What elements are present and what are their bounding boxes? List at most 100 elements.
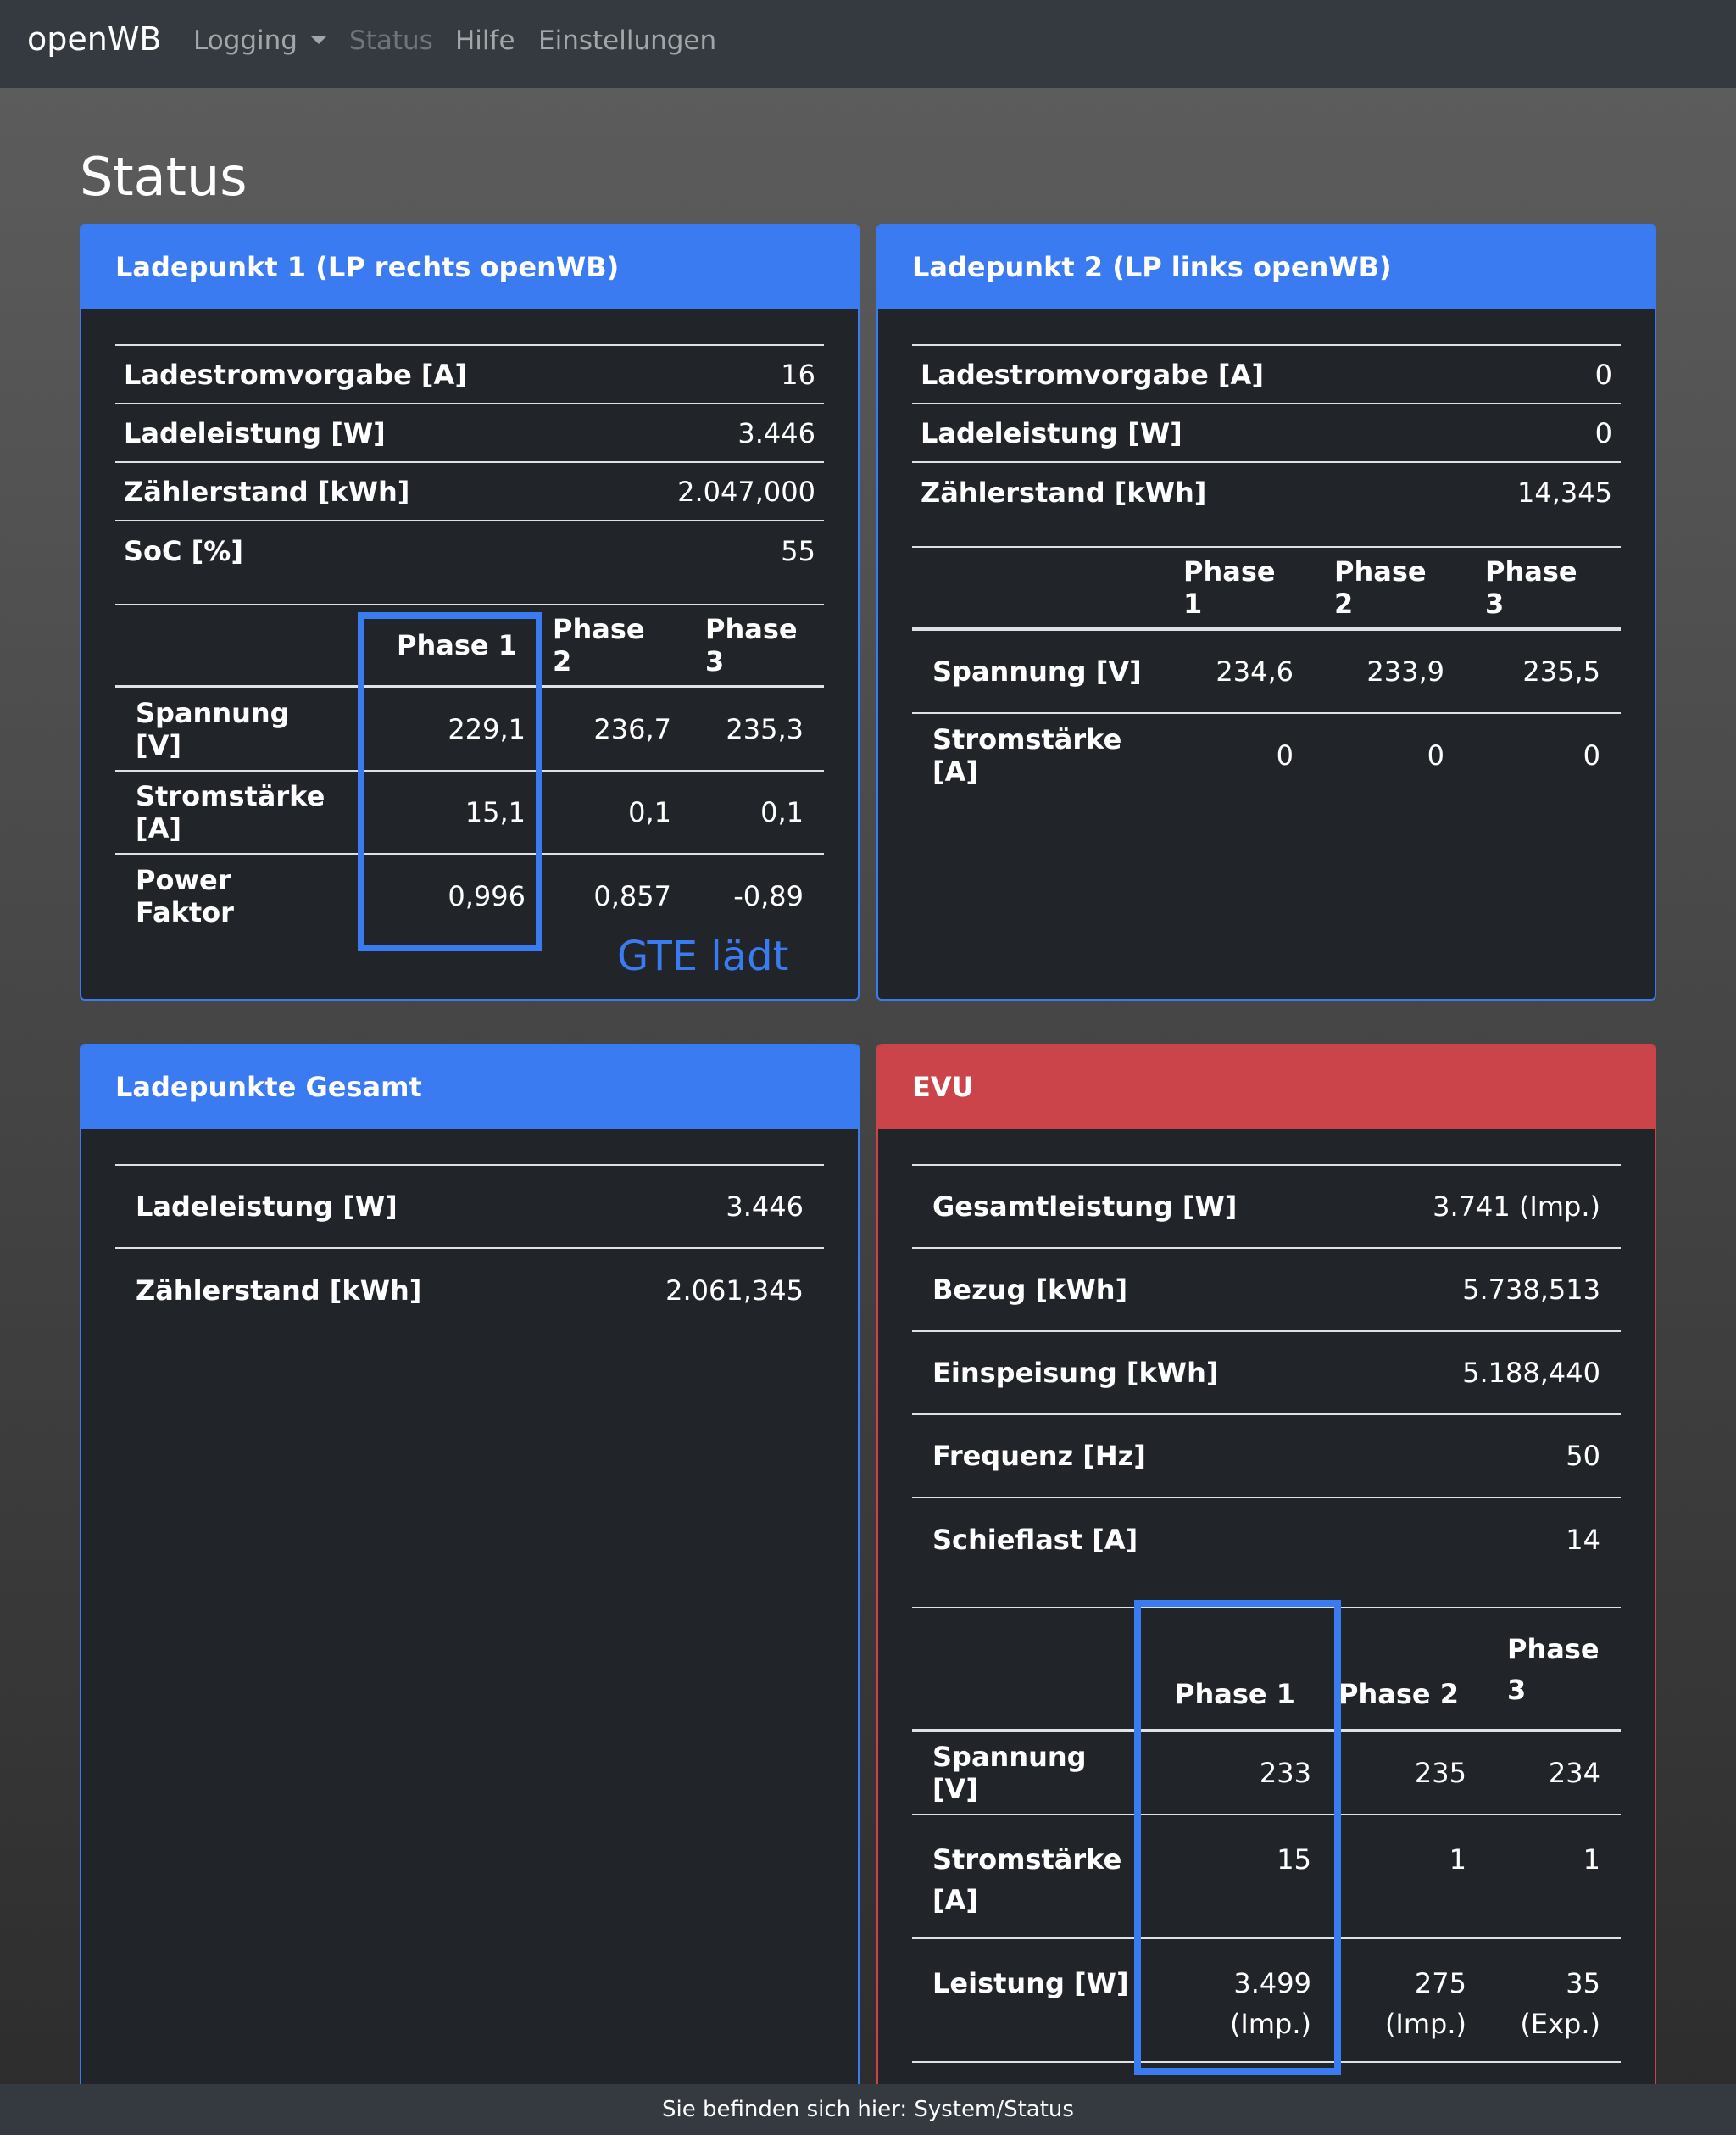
table-row: Stromstärke [A] 0 0 0 [912, 714, 1621, 797]
table-row: Zählerstand [kWh] 14,345 [912, 463, 1621, 521]
column-header: Phase 1 [397, 629, 517, 661]
row-label: Gesamtleistung [W] [932, 1190, 1238, 1223]
table-row: SoC [%] 55 [115, 521, 824, 580]
cell-value: 235 [1414, 1757, 1466, 1789]
nav-status[interactable]: Status [349, 25, 433, 56]
card-header: Ladepunkte Gesamt [81, 1045, 858, 1129]
table-row: Spannung [V] 233 235 234 [912, 1732, 1621, 1815]
row-label: Zählerstand [kWh] [921, 476, 1207, 509]
row-label: Power Faktor [136, 864, 234, 928]
table-row: Spannung [V] 229,1 236,7 235,3 [115, 688, 824, 772]
row-label: Ladeleistung [W] [921, 416, 1182, 449]
table-row: Ladeleistung [W] 3.446 [115, 404, 824, 463]
table-row: Spannung [V] 234,6 233,9 235,5 [912, 631, 1621, 714]
table-row: Stromstärke [A] 15 1 1 [912, 1815, 1621, 1939]
annotation-text: GTE lädt [617, 933, 789, 980]
row-value: 3.741 (Imp.) [1433, 1190, 1600, 1223]
table-row: Ladeleistung [W] 0 [912, 404, 1621, 463]
table-row: Einspeisung [kWh] 5.188,440 [912, 1332, 1621, 1415]
row-value: 55 [781, 534, 815, 567]
card-header: Ladepunkt 2 (LP links openWB) [878, 226, 1655, 309]
row-label: Zählerstand [kWh] [124, 475, 410, 508]
row-value: 3.446 [737, 416, 815, 449]
row-value: 5.738,513 [1462, 1274, 1600, 1306]
cell-value: 0 [1583, 739, 1600, 772]
row-value: 0 [1594, 358, 1612, 391]
table-row: Ladestromvorgabe [A] 16 [115, 346, 824, 404]
row-label: Ladestromvorgabe [A] [921, 358, 1264, 391]
cell-value: 234,6 [1216, 655, 1294, 688]
cell-value: 0,996 [448, 880, 526, 912]
nav-hilfe[interactable]: Hilfe [455, 25, 515, 56]
row-label: Bezug [kWh] [932, 1274, 1128, 1306]
column-header: Phase 3 [1487, 1629, 1621, 1710]
cell-value: 0 [1427, 739, 1444, 772]
card-ladepunkte-gesamt: Ladepunkte Gesamt Ladeleistung [W] 3.446… [80, 1044, 860, 2135]
page-title: Status [80, 146, 248, 208]
cell-value: 235,5 [1522, 655, 1600, 688]
row-label: Leistung [W] [932, 1967, 1129, 1999]
card-evu: EVU Gesamtleistung [W] 3.741 (Imp.) Bezu… [876, 1044, 1656, 2135]
table-row: Zählerstand [kWh] 2.061,345 [115, 1249, 824, 1332]
row-label: Ladeleistung [W] [124, 416, 386, 449]
row-label: Ladeleistung [W] [136, 1190, 398, 1223]
row-label: Frequenz [Hz] [932, 1440, 1146, 1472]
row-label: Ladestromvorgabe [A] [124, 358, 467, 391]
cell-value: 234 [1548, 1757, 1600, 1789]
row-value: 0 [1594, 416, 1612, 449]
row-label: Stromstärke [A] [932, 1843, 1122, 1916]
card-header: Ladepunkt 1 (LP rechts openWB) [81, 226, 858, 309]
row-value: 50 [1566, 1440, 1600, 1472]
table-row: Leistung [W] 3.499 (Imp.) 275 (Imp.) 35 … [912, 1939, 1621, 2063]
cell-value: 229,1 [448, 713, 526, 745]
lp1-phase-table: Phase 1 Phase 2 Phase 3 Spannung [V] 229… [115, 604, 824, 938]
cell-value: 0,857 [593, 880, 671, 912]
row-value: 16 [781, 358, 815, 391]
column-header: Phase 3 [705, 613, 798, 677]
table-row: Zählerstand [kWh] 2.047,000 [115, 463, 824, 521]
cell-value: 1 [1583, 1843, 1600, 1876]
footer-breadcrumb: Sie befinden sich hier: System/Status [0, 2084, 1736, 2135]
cell-value: 15 [1277, 1843, 1311, 1876]
column-header-line: 3 [1507, 1674, 1527, 1706]
column-header-line: Phase [1507, 1633, 1600, 1665]
table-row: Schieflast [A] 14 [912, 1498, 1621, 1581]
table-row: Gesamtleistung [W] 3.741 (Imp.) [912, 1166, 1621, 1249]
brand-logo[interactable]: openWB [27, 20, 162, 58]
row-value: 5.188,440 [1462, 1357, 1600, 1389]
lp2-summary-table: Ladestromvorgabe [A] 0 Ladeleistung [W] … [912, 344, 1621, 521]
column-header: Phase 2 [553, 613, 645, 677]
nav-einstellungen[interactable]: Einstellungen [538, 25, 717, 56]
row-label: Zählerstand [kWh] [136, 1274, 422, 1307]
table-header-row: Phase 1 Phase 2 Phase 3 [912, 548, 1621, 631]
cell-value: 0,1 [628, 796, 671, 828]
table-row: Power Faktor 0,996 0,857 -0,89 [115, 855, 824, 938]
row-label: Spannung [V] [932, 655, 1142, 688]
cell-value: 1 [1449, 1843, 1466, 1876]
row-label: Stromstärke [A] [136, 780, 326, 845]
evu-phase-table: Phase 1 Phase 2 Phase 3 Spannung [V] 233… [912, 1607, 1621, 2063]
row-label: Spannung [V] [932, 1741, 1087, 1805]
table-header-row: Phase 1 Phase 2 Phase 3 [912, 1608, 1621, 1732]
row-value: 2.061,345 [665, 1274, 804, 1307]
cell-value: 275 (Imp.) [1384, 1967, 1466, 2040]
cell-value: -0,89 [733, 880, 804, 912]
row-value: 14,345 [1517, 476, 1612, 509]
row-label: Schieflast [A] [932, 1524, 1138, 1556]
table-row: Bezug [kWh] 5.738,513 [912, 1249, 1621, 1332]
card-ladepunkt-2: Ladepunkt 2 (LP links openWB) Ladestromv… [876, 224, 1656, 1001]
cell-value: 35 (Exp.) [1520, 1967, 1600, 2040]
column-header: Phase 2 [1338, 1678, 1459, 1710]
card-header: EVU [878, 1045, 1655, 1129]
row-value: 14 [1566, 1524, 1600, 1556]
cell-value: 233,9 [1366, 655, 1444, 688]
row-label: SoC [%] [124, 534, 243, 567]
cell-value: 233 [1259, 1757, 1311, 1789]
cell-value: 235,3 [726, 713, 804, 745]
row-value: 3.446 [726, 1190, 804, 1223]
table-row: Ladestromvorgabe [A] 0 [912, 346, 1621, 404]
cell-value: 0,1 [760, 796, 804, 828]
nav-logging-dropdown[interactable]: Logging [193, 25, 326, 56]
navbar: openWB Logging Status Hilfe Einstellunge… [0, 0, 1736, 88]
cell-value: 236,7 [593, 713, 671, 745]
